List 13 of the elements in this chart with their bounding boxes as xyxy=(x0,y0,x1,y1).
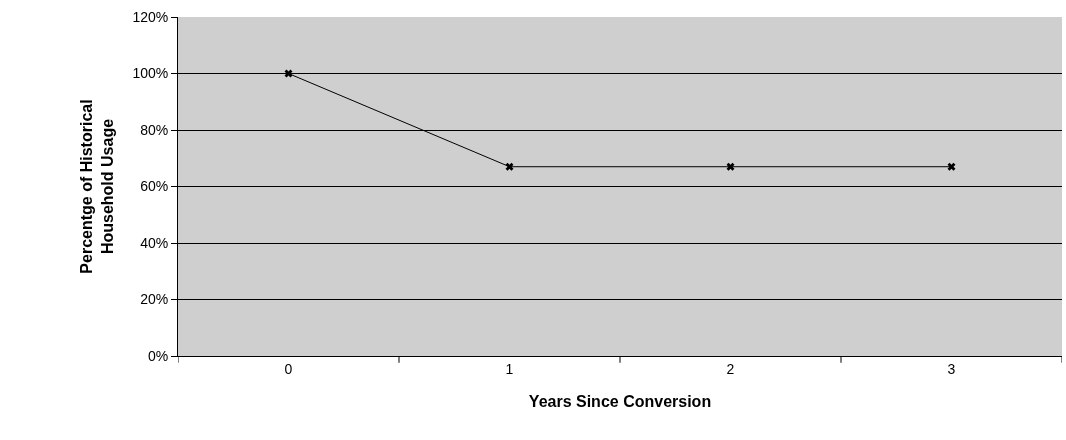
y-tick-label: 0% xyxy=(147,347,169,364)
x-tick-label: 3 xyxy=(947,360,956,377)
y-tick-label: 40% xyxy=(140,234,169,251)
y-tick-label: 100% xyxy=(132,65,169,82)
x-tick-label: 1 xyxy=(505,360,514,377)
x-tick-label: 0 xyxy=(284,360,293,377)
y-tick-label: 120% xyxy=(132,8,169,25)
y-tick-label: 80% xyxy=(140,121,169,138)
y-axis-title: Percentge of Historical Household Usage xyxy=(78,99,117,274)
x-axis-title: Years Since Conversion xyxy=(528,393,712,411)
y-tick-label: 20% xyxy=(140,291,169,308)
x-tick-label: 2 xyxy=(726,360,735,377)
y-tick-label: 60% xyxy=(140,178,169,195)
